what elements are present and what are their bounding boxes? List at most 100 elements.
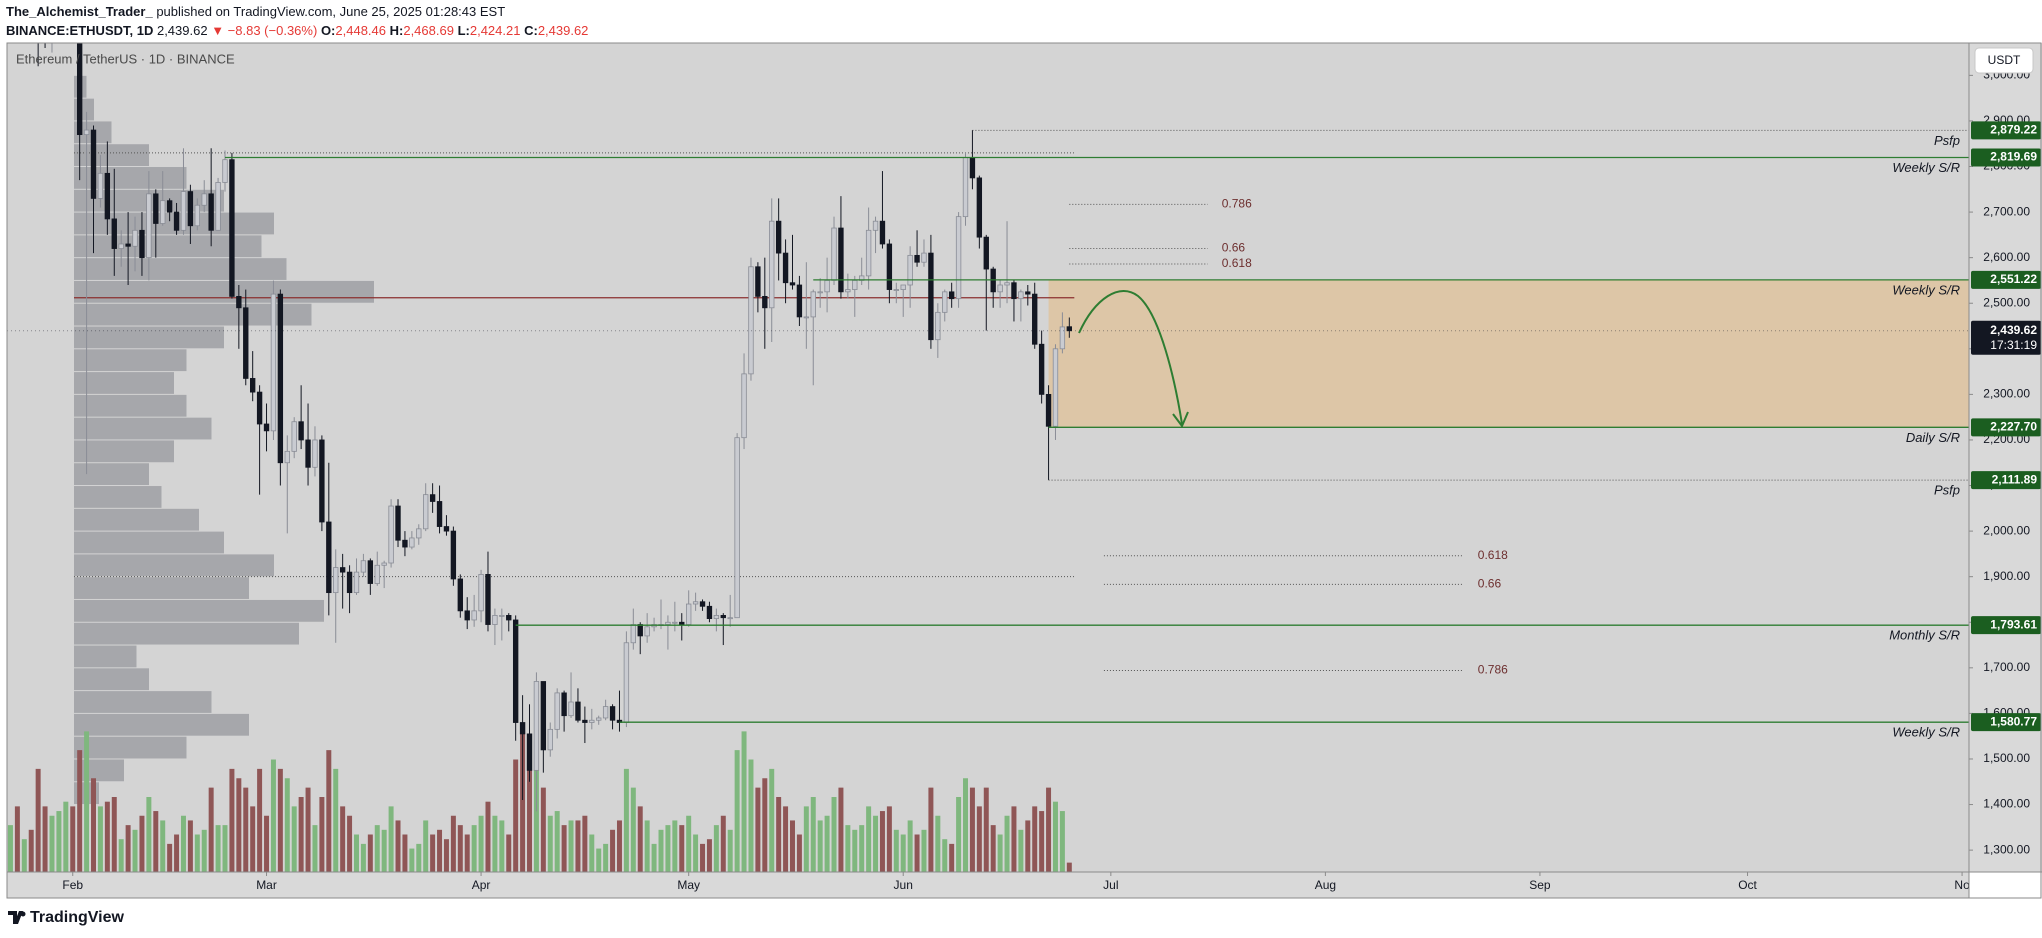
price-axis-background bbox=[1969, 43, 2042, 872]
y-tick-label: 1,700.00 bbox=[1983, 660, 2030, 674]
profile-bar bbox=[74, 463, 149, 486]
symbol: BINANCE:ETHUSDT, 1D bbox=[6, 23, 154, 38]
ohlc-label: O: bbox=[320, 23, 336, 38]
volume-bar bbox=[1018, 829, 1024, 872]
volume-bar bbox=[1025, 820, 1031, 872]
volume-bar bbox=[437, 829, 443, 872]
volume-bar bbox=[1004, 815, 1010, 872]
volume-bar bbox=[866, 806, 872, 872]
candle-body bbox=[333, 567, 339, 594]
candle-body bbox=[104, 172, 111, 220]
candle-body bbox=[672, 621, 678, 624]
candle-body bbox=[492, 615, 498, 625]
volume-bar bbox=[464, 834, 470, 872]
fib-label: 0.618 bbox=[1222, 256, 1252, 270]
profile-bar bbox=[74, 144, 149, 167]
ohlc-value: 2,468.69 bbox=[403, 23, 454, 38]
candle-body bbox=[499, 615, 505, 617]
profile-bar bbox=[74, 303, 312, 326]
volume-bar bbox=[319, 797, 325, 872]
volume-bar bbox=[1039, 811, 1045, 872]
volume-bar bbox=[845, 825, 851, 872]
profile-bar bbox=[74, 531, 224, 554]
profile-bar bbox=[74, 577, 249, 599]
candle-body bbox=[111, 218, 117, 249]
x-tick-label: Aug bbox=[1315, 878, 1336, 892]
candle-body bbox=[450, 530, 457, 580]
candle-body bbox=[402, 539, 408, 548]
volume-bar bbox=[70, 806, 76, 872]
candle-body bbox=[983, 236, 989, 270]
frame bbox=[6, 42, 2042, 899]
x-tick-label: May bbox=[677, 878, 700, 892]
volume-bar bbox=[63, 801, 69, 872]
candle-body bbox=[727, 617, 733, 620]
candle-body bbox=[554, 692, 560, 730]
level-text: Weekly S/R bbox=[1892, 282, 1960, 297]
candle-body bbox=[1032, 293, 1038, 345]
candle-body bbox=[381, 562, 387, 566]
volume-bar bbox=[485, 801, 491, 872]
volume-bar bbox=[616, 820, 622, 872]
change: ▼ −8.83 (−0.36%) bbox=[211, 23, 318, 38]
candle-body bbox=[955, 216, 962, 300]
volume-bar bbox=[187, 820, 193, 872]
profile-bar bbox=[74, 349, 187, 372]
candle-body bbox=[471, 610, 477, 621]
volume-bar bbox=[893, 829, 899, 872]
volume-bar bbox=[443, 839, 449, 872]
currency[interactable]: USDT bbox=[1988, 53, 2021, 67]
candle-body bbox=[803, 316, 810, 319]
volume-bar bbox=[720, 815, 726, 872]
candle-body bbox=[1052, 348, 1059, 427]
candle-body bbox=[436, 501, 443, 527]
candle-body bbox=[852, 280, 858, 290]
volume-bar bbox=[374, 825, 380, 872]
currency-button[interactable] bbox=[1974, 47, 2034, 74]
volume-bar bbox=[603, 843, 609, 872]
level-text: Monthly S/R bbox=[1889, 628, 1960, 643]
volume-bar bbox=[734, 750, 740, 872]
candle-body bbox=[789, 282, 796, 286]
fib-label: 0.66 bbox=[1222, 241, 1246, 255]
volume-bar bbox=[900, 834, 906, 872]
candle-body bbox=[118, 243, 124, 249]
level-price-box bbox=[1971, 270, 2041, 289]
volume-bar bbox=[236, 778, 242, 872]
volume-bar bbox=[817, 820, 823, 872]
volume-bar bbox=[1011, 806, 1017, 872]
candle-body bbox=[215, 182, 221, 231]
candle-body bbox=[748, 266, 754, 375]
volume-bar bbox=[201, 829, 207, 872]
volume-bar bbox=[118, 839, 124, 872]
volume-bar bbox=[838, 787, 844, 872]
header-line: BINANCE:ETHUSDT, 1D 2,439.62 ▼ −8.83 (−0… bbox=[6, 21, 588, 40]
volume-bar bbox=[506, 834, 512, 872]
volume-bar bbox=[748, 759, 754, 872]
candle-body bbox=[83, 129, 90, 136]
candle-body bbox=[561, 692, 567, 717]
volume-bar bbox=[132, 829, 138, 872]
volume-bar bbox=[1059, 811, 1065, 872]
candle-body bbox=[443, 526, 450, 532]
y-tick-label: 1,300.00 bbox=[1983, 842, 2030, 856]
profile-bar bbox=[74, 713, 249, 736]
profile-bar bbox=[74, 645, 137, 668]
logo-dot bbox=[20, 911, 26, 917]
volume-bar bbox=[499, 820, 505, 872]
candle-body bbox=[291, 421, 297, 452]
candle-body bbox=[942, 291, 948, 313]
candle-body bbox=[734, 437, 740, 619]
candle-body bbox=[976, 177, 983, 238]
level-text: Weekly S/R bbox=[1892, 160, 1960, 175]
candle-body bbox=[720, 615, 726, 619]
candle-body bbox=[865, 229, 872, 277]
volume-bar bbox=[831, 797, 837, 872]
x-tick-label: No bbox=[1954, 878, 1970, 892]
volume-bar bbox=[547, 815, 553, 872]
candle-body bbox=[997, 284, 1003, 293]
volume-bar bbox=[949, 843, 955, 872]
candle-body bbox=[637, 624, 643, 637]
candle-body bbox=[208, 193, 214, 231]
